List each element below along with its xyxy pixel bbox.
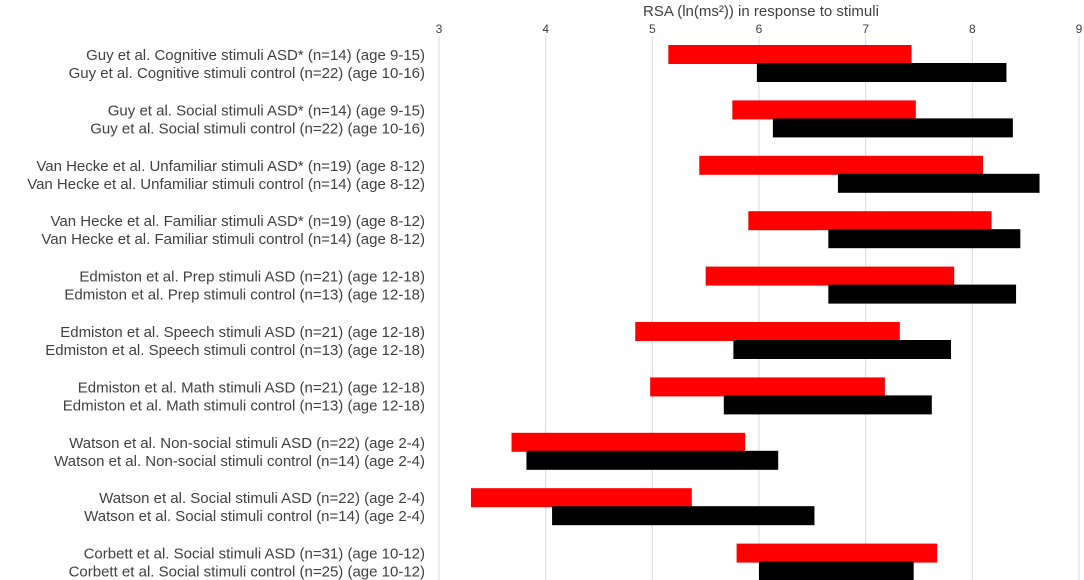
row-label-8: Edmiston et al. Prep stimuli ASD (n=21) … xyxy=(79,269,425,286)
row-label-11: Edmiston et al. Speech stimuli control (… xyxy=(45,342,425,359)
x-tick-label-5: 5 xyxy=(649,22,656,36)
row-label-12: Edmiston et al. Math stimuli ASD (n=21) … xyxy=(78,379,425,396)
row-label-16: Watson et al. Social stimuli ASD (n=22) … xyxy=(99,490,425,507)
x-tick-label-4: 4 xyxy=(542,22,549,36)
bar-control-17 xyxy=(552,506,815,526)
row-label-18: Corbett et al. Social stimuli ASD (n=31)… xyxy=(84,546,425,563)
bar-asd-8 xyxy=(705,266,955,286)
row-label-3: Guy et al. Social stimuli control (n=22)… xyxy=(90,120,425,137)
row-label-13: Edmiston et al. Math stimuli control (n=… xyxy=(63,397,425,414)
row-label-0: Guy et al. Cognitive stimuli ASD* (n=14)… xyxy=(86,47,425,64)
bar-control-19 xyxy=(759,561,914,580)
bar-control-7 xyxy=(828,229,1021,249)
row-label-5: Van Hecke et al. Unfamiliar stimuli cont… xyxy=(27,176,425,193)
x-axis-ticks: 3 4 5 6 7 8 9 xyxy=(436,22,1083,36)
bar-control-1 xyxy=(756,63,1007,82)
bars xyxy=(471,45,1040,580)
bar-asd-6 xyxy=(748,211,992,231)
row-label-19: Corbett et al. Social stimuli control (n… xyxy=(69,564,425,580)
bar-asd-10 xyxy=(635,322,900,341)
x-tick-label-3: 3 xyxy=(436,22,443,36)
bar-asd-16 xyxy=(471,488,692,508)
row-label-15: Watson et al. Non-social stimuli control… xyxy=(54,453,425,470)
row-labels: Guy et al. Cognitive stimuli ASD* (n=14)… xyxy=(27,47,425,580)
bar-control-11 xyxy=(733,340,951,359)
x-tick-label-6: 6 xyxy=(756,22,763,36)
row-label-6: Van Hecke et al. Familiar stimuli ASD* (… xyxy=(51,213,425,230)
bar-asd-0 xyxy=(668,45,912,64)
row-label-10: Edmiston et al. Speech stimuli ASD (n=21… xyxy=(60,324,425,341)
bar-control-15 xyxy=(526,450,779,470)
row-label-4: Van Hecke et al. Unfamiliar stimuli ASD*… xyxy=(36,158,425,175)
bar-asd-4 xyxy=(699,155,983,175)
row-label-1: Guy et al. Cognitive stimuli control (n=… xyxy=(69,65,425,82)
bar-control-13 xyxy=(723,395,932,415)
bar-control-3 xyxy=(772,118,1013,138)
chart-title: RSA (ln(ms²)) in response to stimuli xyxy=(643,3,879,20)
bar-asd-14 xyxy=(511,432,746,452)
bar-control-9 xyxy=(828,284,1017,304)
row-label-14: Watson et al. Non-social stimuli ASD (n=… xyxy=(69,435,425,452)
bar-asd-18 xyxy=(736,543,938,563)
row-label-7: Van Hecke et al. Familiar stimuli contro… xyxy=(41,231,425,248)
row-label-17: Watson et al. Social stimuli control (n=… xyxy=(84,508,425,525)
x-tick-label-8: 8 xyxy=(969,22,976,36)
row-label-2: Guy et al. Social stimuli ASD* (n=14) (a… xyxy=(108,102,425,119)
x-tick-label-9: 9 xyxy=(1076,22,1083,36)
x-tick-label-7: 7 xyxy=(862,22,869,36)
bar-asd-12 xyxy=(650,377,885,397)
bar-asd-2 xyxy=(732,100,916,120)
bar-control-5 xyxy=(837,173,1040,193)
row-label-9: Edmiston et al. Prep stimuli control (n=… xyxy=(64,287,425,304)
